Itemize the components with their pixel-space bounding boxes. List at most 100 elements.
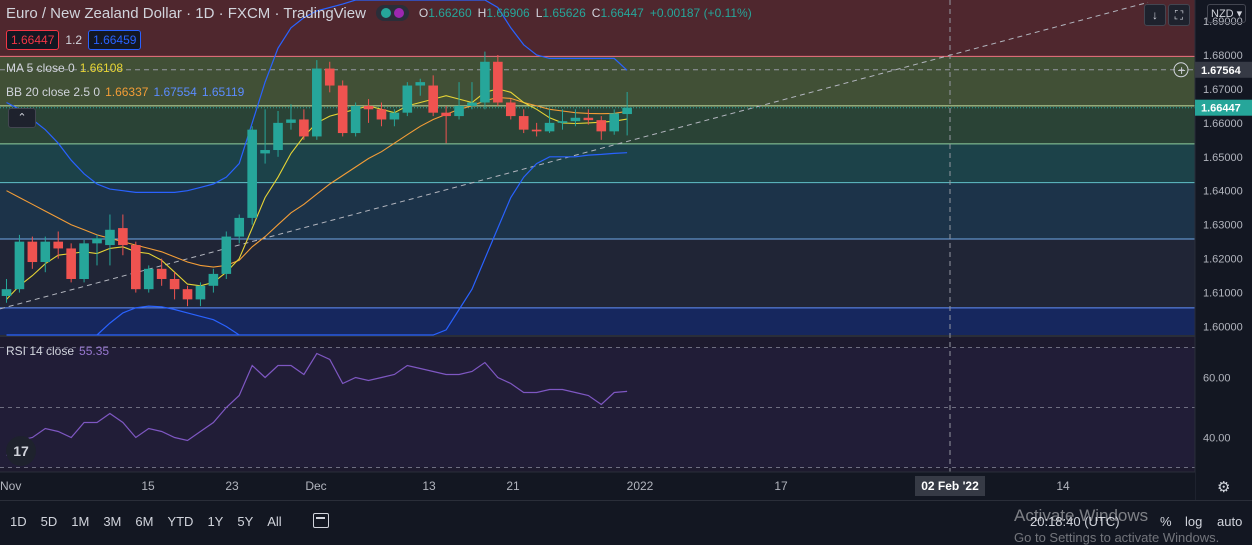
candle (286, 104, 296, 130)
range-button-5d[interactable]: 5D (40, 514, 58, 529)
time-tick-label: 23 (225, 479, 239, 493)
price-tick-label: 1.62000 (1203, 254, 1243, 266)
log-toggle[interactable]: log (1185, 514, 1203, 529)
time-tick-label: Dec (305, 479, 326, 493)
candle-body (92, 238, 102, 244)
range-button-5y[interactable]: 5Y (237, 514, 254, 529)
symbol-title[interactable]: Euro / New Zealand Dollar · 1D · FXCM · … (6, 4, 366, 22)
last-price-label: 1.66447 (1201, 103, 1241, 115)
symbol-name: Euro / New Zealand Dollar (6, 4, 182, 22)
buy-button[interactable]: 1.66459 (88, 30, 142, 50)
ma-name: MA 5 close 0 (6, 61, 75, 75)
arrow-down-icon[interactable]: ↓ (1144, 4, 1166, 26)
price-zone (0, 56, 1195, 106)
add-alert-icon[interactable] (1173, 62, 1189, 78)
candle (40, 236, 51, 273)
candle-body (14, 241, 25, 290)
candle-body (389, 112, 400, 120)
candle (428, 75, 438, 117)
candle-body (583, 117, 594, 121)
high-value: 1.66906 (486, 6, 530, 20)
tradingview-logo-icon[interactable]: 17 (6, 436, 36, 466)
ma-legend[interactable]: MA 5 close 0 1.66108 (6, 61, 123, 75)
open-value: 1.66260 (428, 6, 472, 20)
candle-body (557, 121, 568, 123)
fullscreen-icon[interactable]: ⛶ (1168, 4, 1190, 26)
rsi-tick-label: 60.00 (1203, 373, 1231, 385)
time-tick-label: Nov (0, 479, 21, 493)
plus-glyph: + (1177, 64, 1186, 77)
candle (247, 126, 257, 225)
candle (118, 214, 128, 256)
candle (299, 109, 309, 140)
range-button-6m[interactable]: 6M (135, 514, 154, 529)
candle (79, 239, 89, 283)
sell-button[interactable]: 1.66447 (6, 30, 60, 50)
windows-watermark-text: Go to Settings to activate Windows. (1014, 530, 1220, 545)
time-tick-label: 17 (774, 479, 788, 493)
candle (273, 110, 283, 157)
candle (234, 214, 245, 244)
currency-selector[interactable]: NZD ▾ (1207, 4, 1247, 23)
range-button-1y[interactable]: 1Y (207, 514, 224, 529)
bb-name: BB 20 close 2.5 0 (6, 85, 101, 99)
price-zone (0, 238, 1195, 308)
time-tick-label: 2022 (627, 479, 654, 493)
candle (570, 109, 581, 127)
candle (92, 234, 102, 266)
candle-body (156, 268, 167, 279)
range-button-all[interactable]: All (267, 514, 282, 529)
bb-legend[interactable]: BB 20 close 2.5 0 1.66337 1.67554 1.6511… (6, 85, 244, 99)
range-button-1d[interactable]: 1D (10, 514, 27, 529)
candle (324, 61, 335, 93)
candle (182, 285, 193, 307)
candle (169, 272, 180, 300)
candle-body (570, 117, 581, 122)
candle-body (40, 241, 51, 263)
gear-icon[interactable]: ⚙ (1217, 479, 1231, 496)
candle (389, 109, 400, 127)
candle (14, 234, 25, 293)
candle-body (169, 278, 180, 290)
candle-body (208, 273, 219, 286)
range-button-ytd[interactable]: YTD (167, 514, 194, 529)
time-tick-label: 15 (141, 479, 155, 493)
candle-body (195, 285, 206, 300)
candle (221, 231, 232, 279)
candle (622, 91, 632, 136)
range-button-3m[interactable]: 3M (103, 514, 122, 529)
candle (596, 116, 607, 140)
market-status[interactable] (375, 5, 409, 21)
candle-body (415, 82, 426, 86)
candle (337, 80, 348, 137)
calendar-icon[interactable] (313, 513, 329, 528)
candle (454, 82, 464, 120)
candle-body (609, 113, 620, 132)
candle-body (493, 61, 503, 103)
collapse-legend-button[interactable]: ⌃ (8, 108, 36, 128)
candle (143, 265, 154, 293)
rsi-tick-label: 40.00 (1203, 433, 1231, 445)
range-selector: 1D 5D 1M 3M 6M YTD 1Y 5Y All (10, 514, 282, 529)
clock-label[interactable]: 20:18:40 (UTC) (1030, 514, 1120, 529)
exchange-label: FXCM (227, 4, 271, 22)
rsi-legend[interactable]: RSI 14 close 55.35 (6, 344, 109, 358)
candle-body (53, 241, 64, 249)
percent-toggle[interactable]: % (1160, 514, 1172, 529)
rsi-value: 55.35 (79, 344, 110, 358)
trade-panel: 1.66447 1.2 1.66459 (6, 30, 142, 50)
price-zone (0, 182, 1195, 239)
price-zone (0, 143, 1195, 183)
windows-watermark-title: Activate Windows (1014, 506, 1149, 525)
range-button-1m[interactable]: 1M (71, 514, 90, 529)
price-tick-label: 1.61000 (1203, 288, 1243, 300)
candle-body (505, 102, 516, 117)
candle-body (118, 228, 128, 246)
candle-body (441, 112, 451, 117)
candle (544, 109, 555, 134)
provider-label: TradingView (283, 4, 366, 22)
candle-body (428, 85, 438, 113)
auto-toggle[interactable]: auto (1217, 514, 1243, 529)
candle (505, 99, 516, 120)
